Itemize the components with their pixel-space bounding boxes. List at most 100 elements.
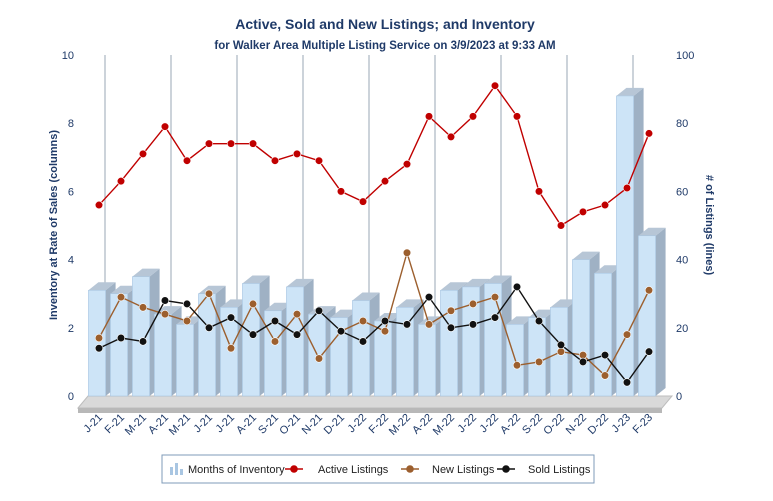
column-top bbox=[572, 251, 600, 260]
active-listings-point bbox=[336, 187, 346, 196]
column-face bbox=[110, 293, 128, 397]
new-listings-point bbox=[314, 354, 324, 363]
active-listings-point bbox=[490, 81, 500, 90]
active-listings-point bbox=[204, 139, 214, 148]
active-listings-point bbox=[248, 139, 258, 148]
column-top bbox=[506, 316, 534, 325]
column-face bbox=[132, 276, 150, 397]
x-tick-label: A-22 bbox=[410, 412, 435, 437]
sold-listings-point bbox=[424, 293, 434, 302]
active-listings-point bbox=[94, 200, 104, 210]
sold-listings-point bbox=[336, 327, 346, 336]
legend-label: Months of Inventory bbox=[188, 464, 285, 476]
x-tick-label: F-23 bbox=[631, 412, 655, 436]
x-tick-label: A-21 bbox=[234, 412, 259, 437]
column-face bbox=[528, 317, 546, 397]
active-listings-point bbox=[468, 112, 478, 121]
x-tick-label: S-21 bbox=[256, 412, 281, 437]
legend-item-active-listings: Active Listings bbox=[285, 464, 389, 476]
sold-listings-point bbox=[556, 340, 566, 349]
legend-column-icon bbox=[175, 463, 178, 475]
left-tick-label: 4 bbox=[68, 255, 74, 267]
active-listings-point bbox=[600, 200, 610, 210]
legend-column-icon bbox=[170, 467, 173, 475]
right-tick-label: 60 bbox=[676, 186, 688, 198]
x-tick-label: D-22 bbox=[586, 412, 611, 437]
new-listings-point bbox=[534, 357, 544, 367]
chart-subtitle: for Walker Area Multiple Listing Service… bbox=[214, 40, 555, 52]
x-tick-label: O-21 bbox=[277, 412, 303, 438]
x-tick-label: J-23 bbox=[609, 412, 633, 436]
active-listings-point bbox=[182, 156, 192, 165]
column-top bbox=[264, 302, 292, 311]
right-tick-label: 20 bbox=[676, 323, 688, 335]
sold-listings-point bbox=[226, 313, 236, 322]
sold-listings-point bbox=[578, 357, 588, 367]
column-face bbox=[616, 95, 634, 397]
active-listings-point bbox=[534, 187, 544, 196]
column-face bbox=[330, 317, 348, 397]
sold-listings-point bbox=[292, 330, 302, 339]
active-listings-point bbox=[358, 197, 368, 206]
new-listings-point bbox=[204, 289, 214, 298]
legend-label: Active Listings bbox=[318, 464, 389, 476]
active-listings-point bbox=[644, 129, 654, 138]
new-listings-point bbox=[160, 310, 170, 319]
legend-marker-icon bbox=[290, 465, 298, 473]
left-axis-title: Inventory at Rate of Sales (columns) bbox=[48, 130, 60, 320]
left-tick-label: 8 bbox=[68, 118, 74, 130]
legend-label: New Listings bbox=[432, 464, 495, 476]
column-top bbox=[594, 265, 622, 274]
active-listings-point bbox=[446, 132, 456, 141]
active-listings-point bbox=[160, 122, 170, 131]
new-listings-point bbox=[116, 293, 126, 302]
active-listings-point bbox=[380, 177, 390, 186]
x-tick-label: M-21 bbox=[167, 412, 193, 438]
x-tick-label: M-22 bbox=[431, 412, 457, 438]
x-tick-label: J-21 bbox=[213, 412, 237, 436]
new-listings-point bbox=[94, 333, 104, 343]
legend-marker-icon bbox=[406, 465, 414, 473]
column-face bbox=[176, 324, 194, 397]
column-top bbox=[462, 278, 490, 287]
column-top bbox=[220, 299, 248, 308]
floor-top bbox=[76, 395, 674, 409]
column-top bbox=[242, 275, 270, 284]
left-tick-label: 2 bbox=[68, 323, 74, 335]
x-tick-label: J-21 bbox=[191, 412, 215, 436]
x-tick-label: M-21 bbox=[123, 412, 149, 438]
x-tick-label: N-21 bbox=[300, 412, 325, 437]
legend-item-new-listings: New Listings bbox=[401, 464, 495, 476]
column-top bbox=[154, 306, 182, 315]
sold-listings-point bbox=[490, 313, 500, 322]
chart-floor bbox=[76, 395, 674, 413]
legend-item-sold-listings: Sold Listings bbox=[497, 464, 591, 476]
active-listings-point bbox=[556, 221, 566, 230]
active-listings-point bbox=[138, 149, 148, 158]
active-listings-point bbox=[270, 156, 280, 165]
sold-listings-point bbox=[204, 323, 214, 332]
right-tick-label: 0 bbox=[676, 391, 682, 403]
x-tick-label: J-21 bbox=[81, 412, 105, 436]
active-listings-point bbox=[512, 112, 522, 121]
column-face bbox=[572, 259, 590, 397]
x-tick-label: J-22 bbox=[345, 412, 369, 436]
sold-listings-point bbox=[160, 296, 170, 305]
sold-listings-point bbox=[446, 323, 456, 332]
sold-listings-point bbox=[270, 316, 280, 326]
sold-listings-point bbox=[380, 316, 390, 326]
sold-listings-point bbox=[248, 330, 258, 339]
new-listings-point bbox=[512, 361, 522, 370]
new-listings-point bbox=[578, 350, 588, 360]
new-listings-point bbox=[270, 337, 280, 346]
sold-listings-point bbox=[402, 320, 412, 329]
column-top bbox=[286, 278, 314, 287]
inventory-column bbox=[242, 275, 270, 397]
column-face bbox=[418, 324, 436, 397]
column-face bbox=[484, 283, 502, 397]
legend-marker-icon bbox=[502, 465, 510, 473]
column-face bbox=[396, 307, 414, 397]
column-top bbox=[110, 285, 138, 294]
new-listings-point bbox=[138, 303, 148, 312]
